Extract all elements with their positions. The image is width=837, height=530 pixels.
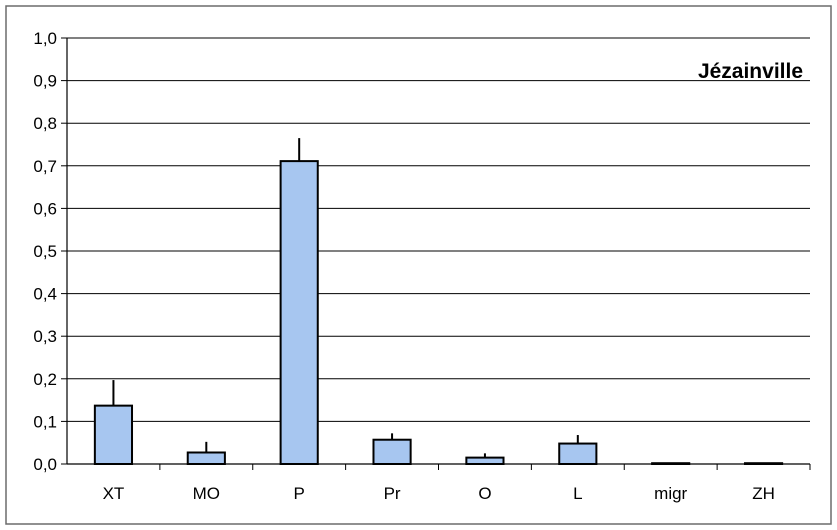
- bar: [372, 438, 412, 465]
- x-tick-label: Pr: [384, 484, 401, 503]
- x-tick-label: L: [573, 484, 582, 503]
- y-tick-label: 0,1: [33, 412, 57, 431]
- bar: [279, 160, 319, 465]
- bar: [186, 451, 226, 465]
- x-tick-label: MO: [193, 484, 220, 503]
- bar: [465, 456, 505, 465]
- bar: [93, 404, 134, 465]
- chart-frame-border: [5, 5, 832, 525]
- x-tick-label: XT: [103, 484, 125, 503]
- y-tick-label: 0,0: [33, 455, 57, 474]
- x-tick-label: P: [294, 484, 305, 503]
- y-tick-label: 0,2: [33, 370, 57, 389]
- bars: [93, 160, 784, 466]
- chart-title: Jézainville: [698, 60, 803, 83]
- y-tick-label: 0,8: [33, 114, 57, 133]
- y-tick-label: 0,6: [33, 199, 57, 218]
- gridlines: [67, 37, 810, 422]
- y-tick-label: 1,0: [33, 29, 57, 48]
- x-tick-label: migr: [654, 484, 687, 503]
- y-tick-label: 0,3: [33, 327, 57, 346]
- x-tick-label: ZH: [752, 484, 775, 503]
- y-tick-label: 0,4: [33, 285, 57, 304]
- y-tick-label: 0,5: [33, 242, 57, 261]
- y-tick-label: 0,7: [33, 157, 57, 176]
- y-tick-labels: 0,0 0,1 0,2 0,3 0,4 0,5 0,6 0,7 0,8 0,9 1,0: [33, 29, 57, 474]
- bar: [743, 462, 784, 466]
- bar: [558, 442, 598, 466]
- error-bars: [112, 138, 579, 458]
- y-tick-label: 0,9: [33, 72, 57, 91]
- bar: [651, 462, 691, 466]
- x-tick-label: O: [478, 484, 491, 503]
